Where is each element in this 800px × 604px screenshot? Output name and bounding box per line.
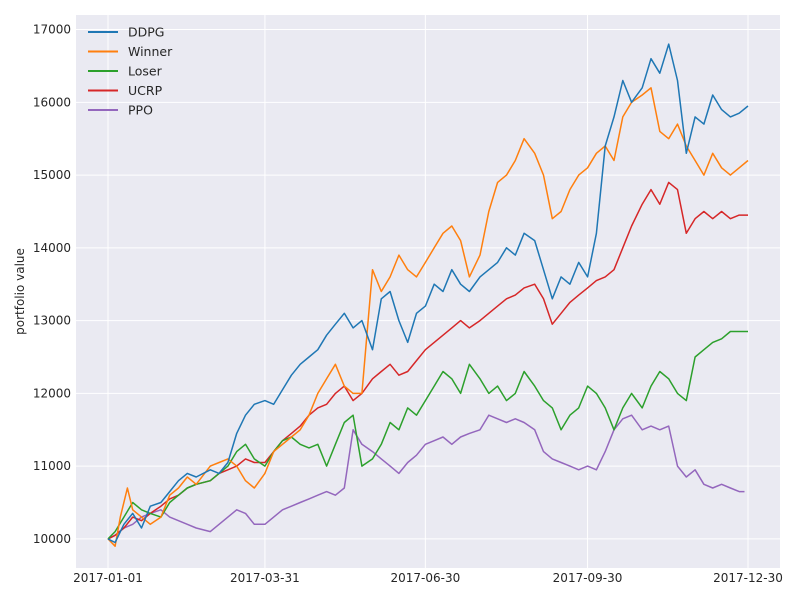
- legend-label-ucrp: UCRP: [128, 83, 163, 98]
- x-tick-label: 2017-06-30: [390, 571, 460, 585]
- legend-label-loser: Loser: [128, 64, 163, 79]
- series-line-winner: [107, 87, 749, 547]
- x-tick-label: 2017-01-01: [73, 571, 143, 585]
- grid-lines: [76, 15, 780, 568]
- series-line-ppo: [107, 414, 745, 540]
- y-axis-label: portfolio value: [13, 248, 27, 335]
- y-tick-label: 11000: [33, 459, 71, 473]
- axis-ticks: 10000 11000 12000 13000 14000 15000 16000 17000…: [33, 23, 783, 585]
- y-tick-label: 13000: [33, 314, 71, 328]
- legend: DDPG Winner Loser UCRP PPO: [88, 25, 173, 118]
- legend-label-ppo: PPO: [128, 103, 153, 118]
- y-tick-label: 10000: [33, 532, 71, 546]
- y-tick-label: 15000: [33, 168, 71, 182]
- series-line-ddpg: [107, 43, 749, 544]
- x-tick-label: 2017-12-30: [713, 571, 783, 585]
- y-tick-label: 14000: [33, 241, 71, 255]
- legend-label-ddpg: DDPG: [128, 25, 164, 40]
- y-tick-label: 12000: [33, 386, 71, 400]
- x-tick-label: 2017-09-30: [553, 571, 623, 585]
- legend-label-winner: Winner: [128, 44, 173, 59]
- series-line-loser: [107, 330, 748, 540]
- series-lines: [107, 43, 749, 547]
- x-tick-label: 2017-03-31: [230, 571, 300, 585]
- y-tick-label: 17000: [33, 23, 71, 37]
- y-tick-label: 16000: [33, 95, 71, 109]
